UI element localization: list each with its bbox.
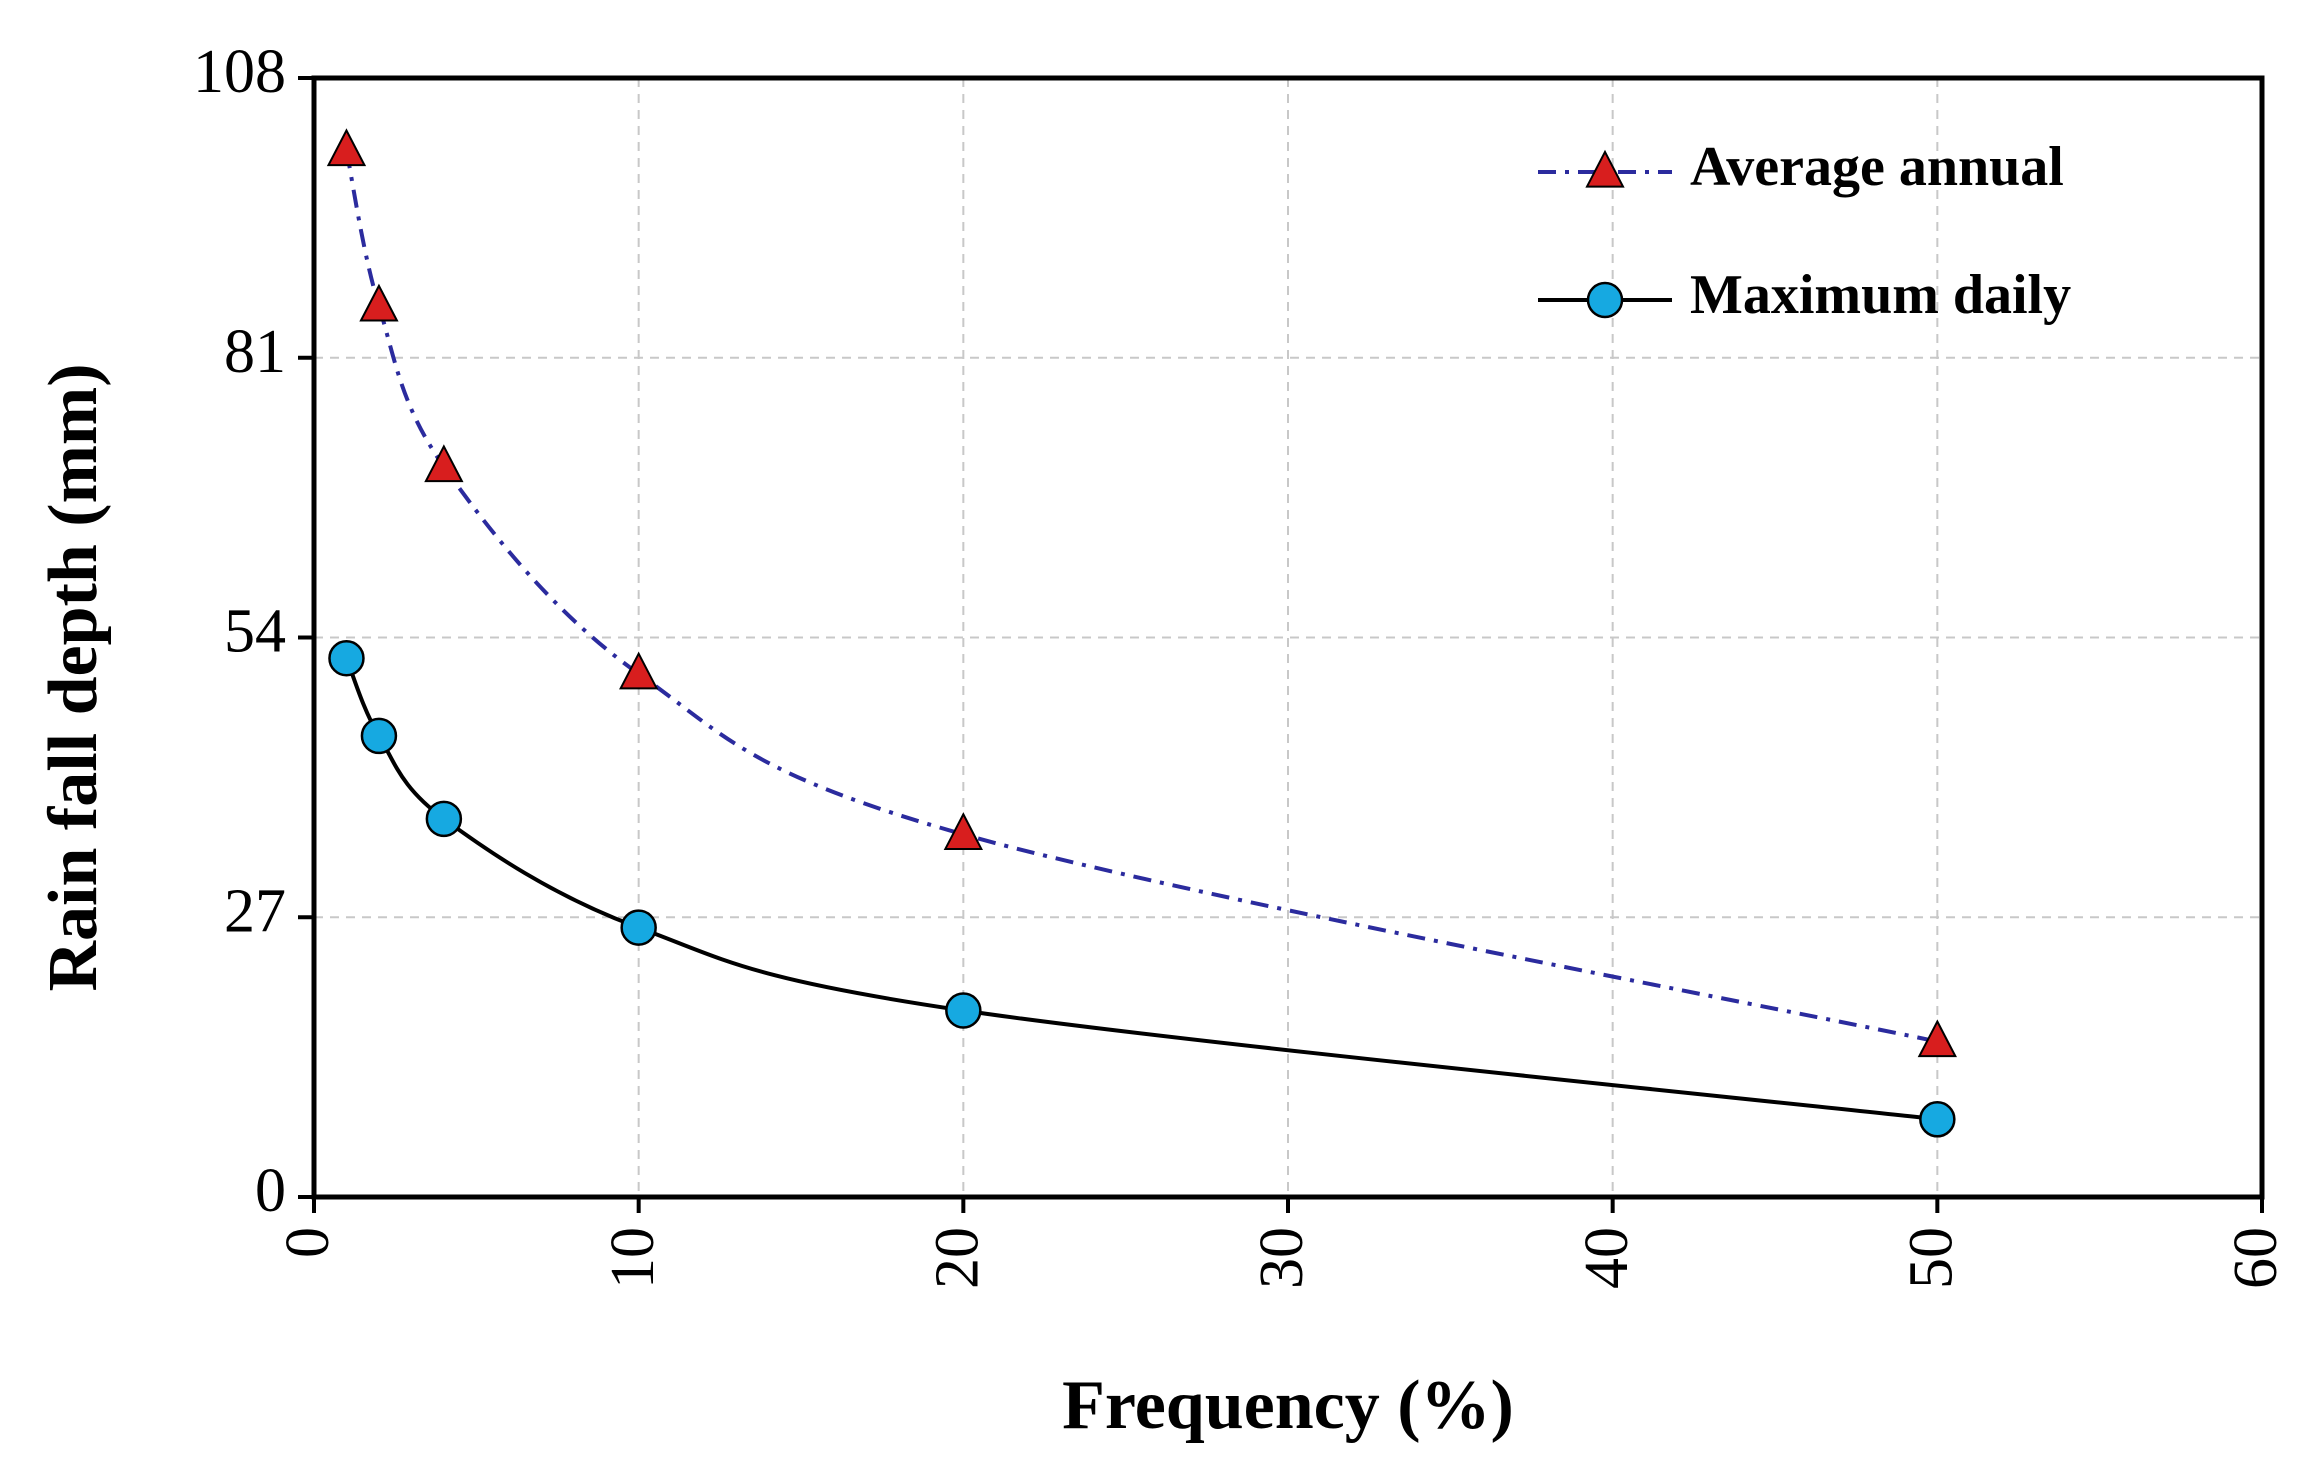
- legend-marker-average-annual: [1585, 149, 1625, 188]
- x-tick-label: 60: [2222, 1227, 2290, 1289]
- data-point-average-annual: [943, 812, 983, 850]
- x-tick-label: 50: [1898, 1227, 1966, 1289]
- data-point-average-annual: [424, 444, 464, 483]
- x-axis-title: Frequency (%): [1062, 1367, 1514, 1444]
- data-point-maximum-daily: [945, 992, 982, 1029]
- y-tick-label: 81: [224, 318, 286, 386]
- x-tick-label: 10: [599, 1227, 667, 1289]
- data-points: [326, 128, 1957, 1138]
- legend-label-maximum-daily: Maximum daily: [1690, 264, 2071, 326]
- data-point-maximum-daily: [620, 909, 657, 946]
- x-tick-label: 40: [1573, 1227, 1641, 1289]
- legend: Average annual Maximum daily: [1538, 136, 2071, 326]
- data-point-maximum-daily: [425, 800, 463, 838]
- data-point-average-annual: [1917, 1019, 1957, 1058]
- y-tick-label: 0: [255, 1157, 286, 1225]
- x-tick-label: 20: [924, 1227, 992, 1289]
- legend-label-average-annual: Average annual: [1690, 136, 2064, 198]
- series-line-average-annual: [344, 150, 1938, 1044]
- data-point-maximum-daily: [1919, 1101, 1956, 1138]
- y-axis-title: Rain fall depth (mm): [35, 363, 112, 991]
- data-point-average-annual: [359, 283, 399, 322]
- series-lines: [344, 150, 1938, 1122]
- gridlines: [314, 78, 2262, 1197]
- data-point-average-annual: [326, 128, 367, 167]
- data-point-maximum-daily: [328, 639, 365, 677]
- legend-marker-maximum-daily: [1586, 281, 1624, 319]
- data-point-maximum-daily: [360, 717, 398, 755]
- data-point-average-annual: [619, 651, 659, 690]
- y-tick-label: 108: [193, 38, 286, 106]
- x-tick-label: 0: [274, 1227, 342, 1258]
- y-tick-label: 54: [224, 598, 286, 666]
- series-line-maximum-daily: [344, 657, 1938, 1122]
- axis-ticks: 0 10 20 30 40 50 60 0 27 54 81 108: [193, 38, 2290, 1289]
- x-tick-label: 30: [1248, 1227, 1316, 1289]
- y-tick-label: 27: [224, 877, 286, 945]
